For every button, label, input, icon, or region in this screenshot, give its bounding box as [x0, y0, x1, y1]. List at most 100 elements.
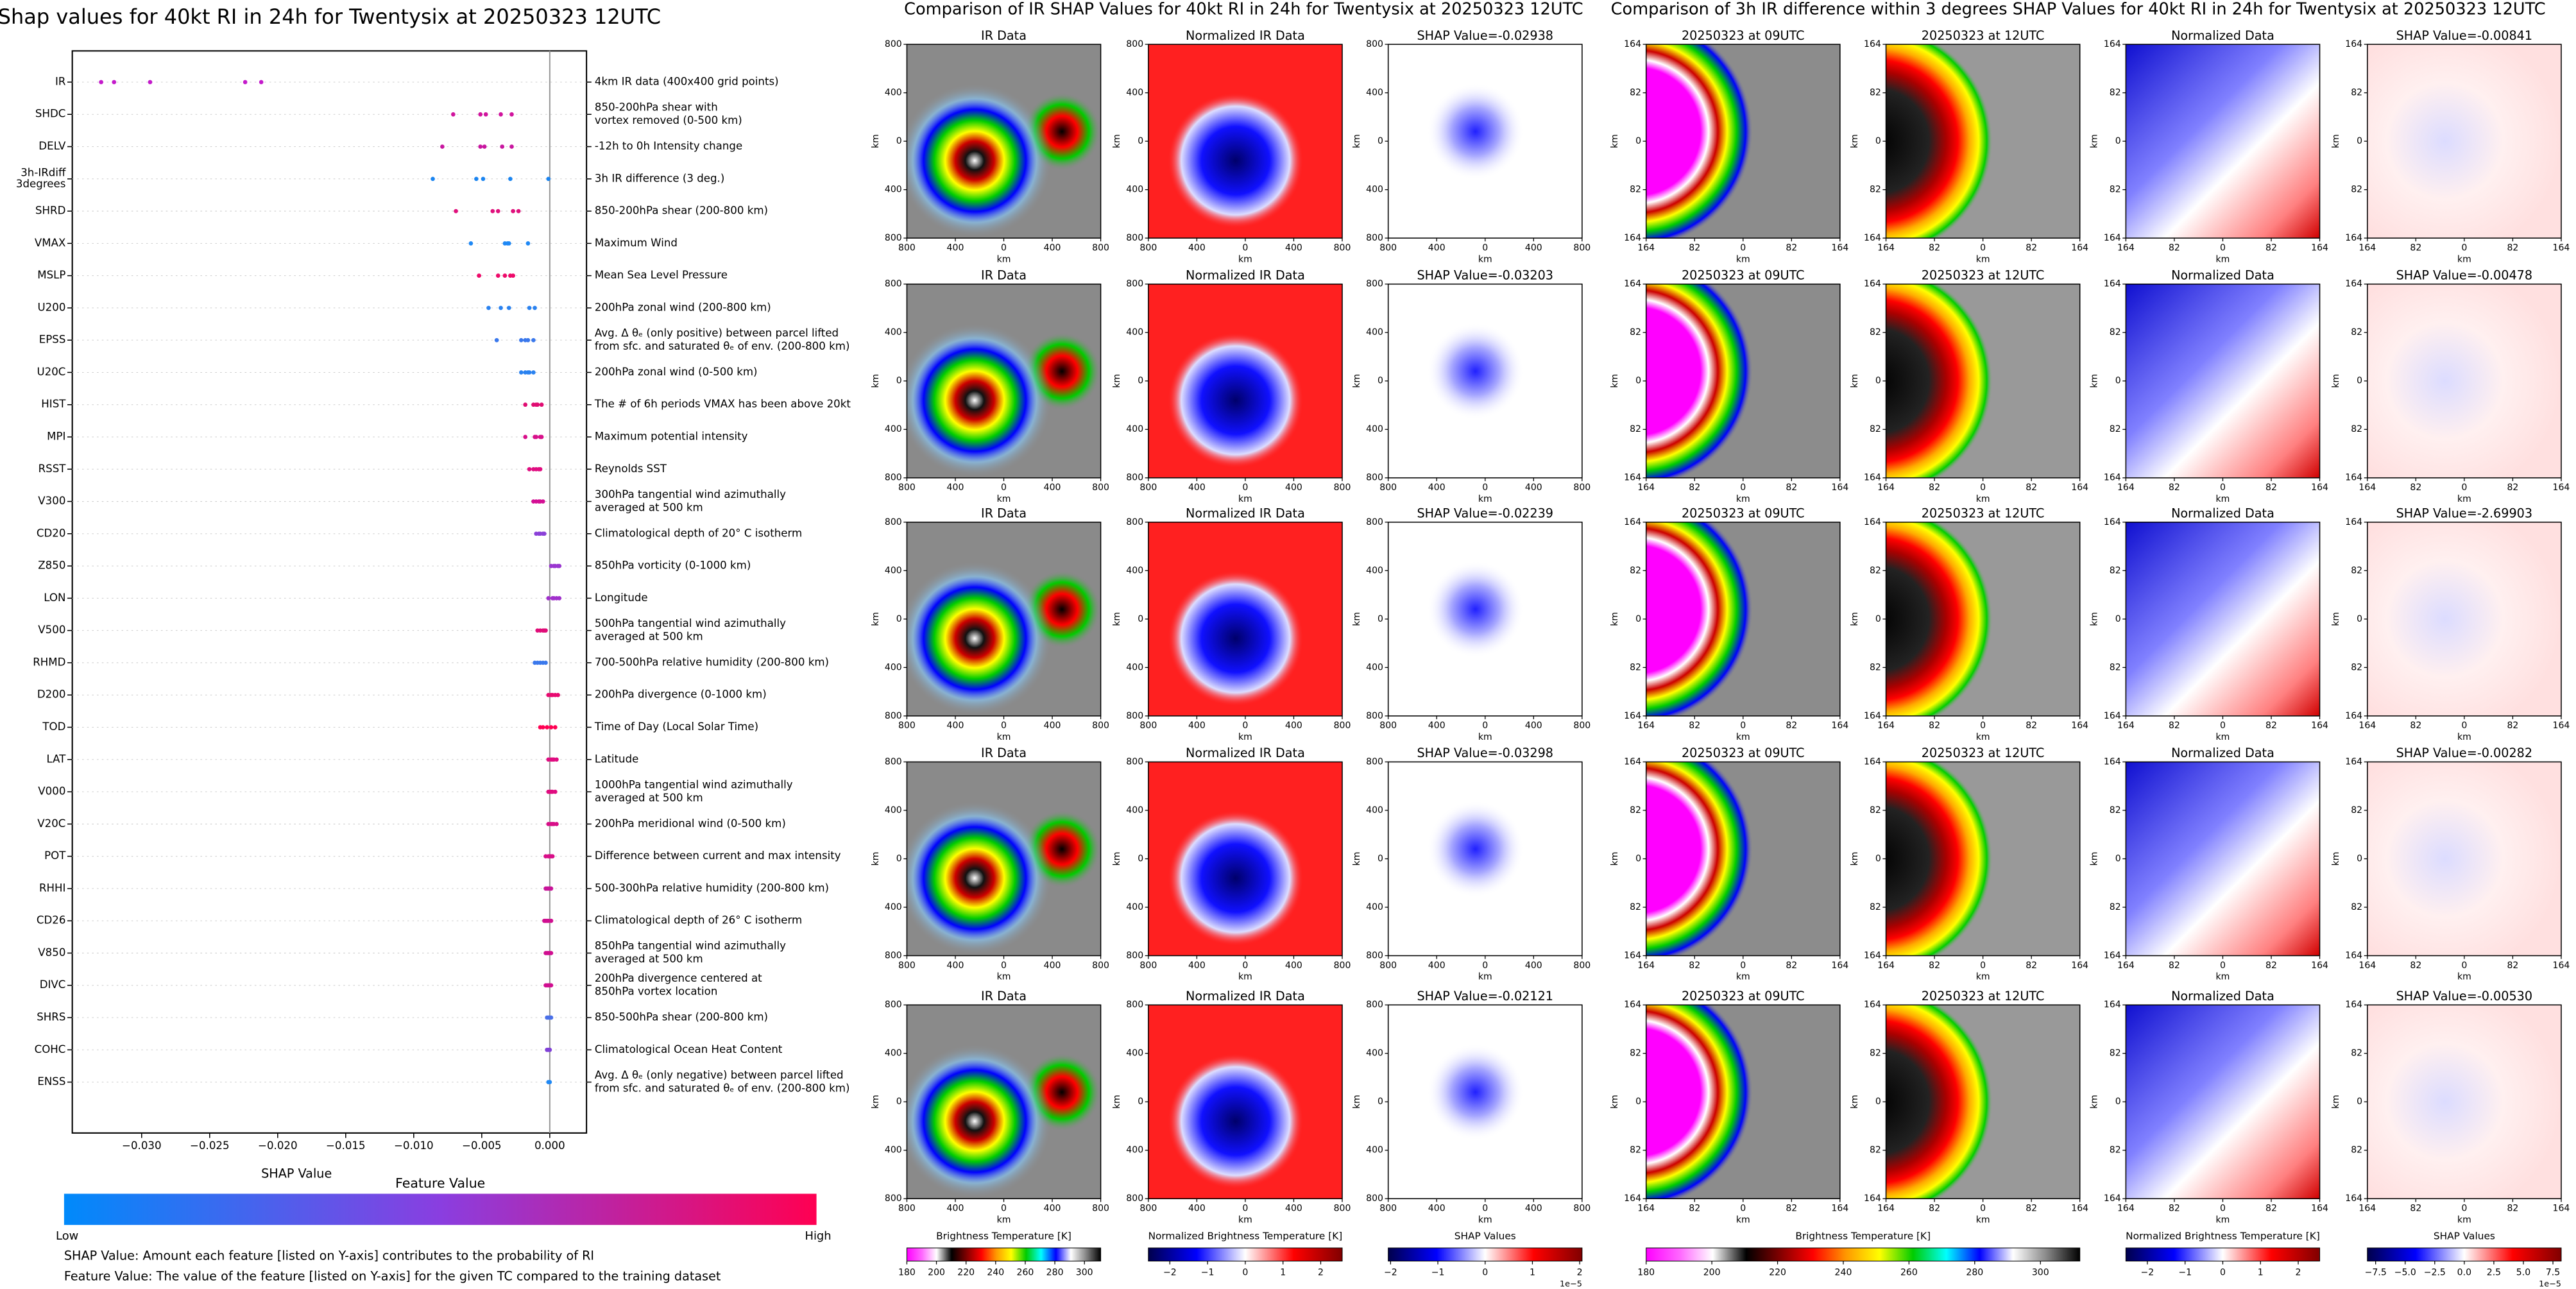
shap-dot	[511, 209, 515, 214]
x-tick-label: 82	[2169, 243, 2180, 253]
panel-title: 20250323 at 09UTC	[1682, 268, 1805, 282]
feature-label: 3h-IRdiff	[21, 166, 66, 178]
x-axis-label: km	[1736, 1215, 1750, 1225]
y-axis-label: km	[1850, 374, 1860, 388]
y-tick-label: 82	[1630, 805, 1641, 815]
y-tick-label: 400	[885, 424, 902, 434]
x-tick-label: 82	[1929, 1204, 1940, 1214]
x-tick-label: 82	[2265, 243, 2277, 253]
feature-description: from sfc. and saturated θₑ of env. (200-…	[595, 1082, 850, 1094]
y-tick-label: 164	[1864, 39, 1881, 49]
x-axis-label: km	[2216, 1215, 2230, 1225]
feature-description: averaged at 500 km	[595, 501, 703, 513]
x-axis-label: km	[997, 1215, 1011, 1225]
y-tick-label: 800	[1366, 473, 1383, 483]
x-tick-label: 164	[1831, 960, 1848, 971]
x-tick-label: 164	[1877, 721, 1895, 731]
colorbar-tick-label: 2	[2296, 1267, 2301, 1277]
feature-label: LON	[44, 592, 65, 604]
panel-title: Normalized IR Data	[1186, 506, 1305, 521]
image	[2367, 44, 2561, 239]
colorbar-tick-label: 200	[1703, 1267, 1721, 1277]
image	[1148, 522, 1342, 716]
shap-dot	[509, 112, 514, 117]
colorbar-tick-label: 2	[1318, 1267, 1324, 1277]
y-axis-label: km	[2090, 852, 2100, 866]
shap-dot	[527, 466, 532, 472]
x-tick-label: 82	[1786, 1204, 1797, 1214]
x-tick-label: 0	[1980, 482, 1986, 493]
x-tick-label: 164	[1637, 960, 1655, 971]
feature-label: HIST	[41, 398, 66, 410]
image	[1886, 522, 2080, 716]
y-tick-label: 82	[1630, 185, 1641, 195]
x-tick-label: 400	[1188, 721, 1206, 731]
panel-title: 20250323 at 12UTC	[1922, 746, 2045, 760]
colorbar-offset: 1e−5	[2539, 1279, 2561, 1289]
y-tick-label: 400	[885, 1048, 902, 1059]
feature-description: Reynolds SST	[595, 463, 667, 475]
y-tick-label: 0	[1875, 614, 1881, 624]
y-axis-label: km	[1610, 134, 1620, 148]
feature-label: V20C	[37, 817, 65, 830]
feature-description: Avg. Δ θₑ (only positive) between parcel…	[595, 327, 839, 339]
x-tick-label: 800	[1573, 960, 1591, 971]
panel-title: SHAP Value=-0.02121	[1417, 989, 1554, 1003]
panel-title: IR Data	[981, 28, 1027, 43]
image	[1886, 1005, 2080, 1199]
image	[1646, 762, 1840, 956]
x-tick-label: 800	[1573, 721, 1591, 731]
y-tick-label: 800	[1366, 279, 1383, 289]
x-tick-label: 164	[2311, 482, 2328, 493]
y-tick-label: 400	[1126, 424, 1143, 434]
panel-title: IR Data	[981, 746, 1027, 760]
feature-label: SHDC	[35, 108, 65, 120]
x-tick-label: 164	[2071, 243, 2088, 253]
y-tick-label: 400	[1366, 1048, 1383, 1059]
y-tick-label: 800	[1366, 1000, 1383, 1010]
image	[1886, 762, 2080, 956]
x-tick-label: 164	[1877, 482, 1895, 493]
feature-label: U200	[38, 301, 66, 313]
x-tick-label: 82	[2507, 960, 2518, 971]
y-tick-label: 164	[1624, 1000, 1641, 1010]
feature-label: V000	[38, 785, 65, 798]
y-tick-label: 800	[1126, 756, 1143, 767]
x-axis-label: km	[1976, 494, 1990, 504]
shap-dot	[556, 692, 560, 697]
y-axis-label: km	[1112, 1095, 1122, 1109]
x-tick-label: 82	[1689, 243, 1700, 253]
colorbar-tick-label: 220	[957, 1267, 975, 1277]
y-tick-label: 0	[1138, 376, 1143, 386]
shap-dot	[509, 144, 514, 149]
y-tick-label: 82	[2351, 662, 2362, 672]
x-tick-label: 400	[947, 960, 964, 971]
colorbar-tick-label: 240	[1835, 1267, 1852, 1277]
x-tick-label: 82	[1786, 243, 1797, 253]
colorbar-offset: 1e−5	[1560, 1279, 1582, 1289]
image	[2126, 522, 2320, 716]
shap-dot	[468, 241, 473, 246]
x-tick-label: 400	[1044, 1204, 1061, 1214]
y-tick-label: 164	[2104, 473, 2121, 483]
x-axis-label: km	[2216, 254, 2230, 264]
x-tick-label: 800	[1092, 243, 1109, 253]
x-tick-label: 82	[2265, 960, 2277, 971]
x-tick-label: 800	[898, 243, 916, 253]
y-tick-label: 800	[1366, 711, 1383, 721]
x-tick-label: 400	[1044, 721, 1061, 731]
panel-title: IR Data	[981, 989, 1027, 1003]
y-tick-label: 400	[1366, 327, 1383, 337]
feature-description: 700-500hPa relative humidity (200-800 km…	[595, 656, 829, 668]
x-tick-label: 164	[2071, 1204, 2088, 1214]
feature-description: 200hPa zonal wind (200-800 km)	[595, 301, 771, 313]
x-tick-label: 800	[1139, 1204, 1157, 1214]
x-tick-label: 800	[1379, 721, 1397, 731]
shap-dot	[259, 80, 264, 85]
